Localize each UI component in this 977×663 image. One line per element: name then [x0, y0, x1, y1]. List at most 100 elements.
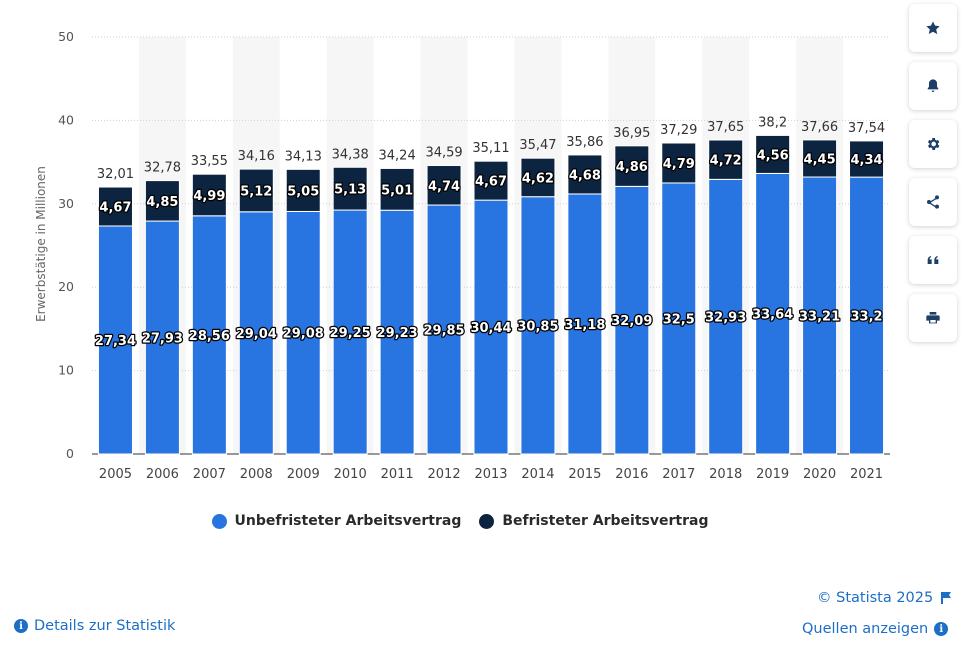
sources-label: Quellen anzeigen [802, 621, 929, 637]
legend-dot-befristet [479, 513, 495, 529]
print-button[interactable] [909, 294, 957, 342]
data-label-unbefristet: 32,93 [705, 311, 746, 326]
print-icon [926, 312, 940, 324]
x-axis-ticks: 2005 2006 2007 2008 2009 2010 2011 2012 2013 2014… [99, 467, 883, 482]
data-label-unbefristet: 29,04 [236, 327, 277, 342]
total-label: 34,16 [238, 149, 275, 164]
notification-button[interactable] [909, 62, 957, 110]
chart-toolbar [909, 4, 957, 342]
legend-item-befristet[interactable]: Befristeter Arbeitsvertrag [479, 513, 708, 529]
legend: Unbefristeter Arbeitsvertrag Befristeter… [0, 513, 920, 529]
data-label-unbefristet: 32,5 [663, 312, 695, 327]
total-label: 34,13 [285, 149, 322, 164]
x-tick-label: 2005 [99, 467, 132, 482]
data-label-unbefristet: 30,44 [470, 321, 511, 336]
data-label-unbefristet: 27,34 [95, 334, 136, 349]
data-label-unbefristet: 28,56 [189, 329, 230, 344]
share-icon [927, 195, 939, 209]
bars: 27,34 4,67 32,01 27,93 4,85 32,78 28,56 4,99 33,… [94, 115, 885, 455]
data-label-befristet: 4,67 [99, 201, 131, 216]
data-label-unbefristet: 32,09 [611, 314, 652, 329]
bar-befristet [755, 134, 791, 174]
x-tick-label: 2011 [381, 467, 414, 482]
total-label: 33,55 [191, 154, 228, 169]
data-label-befristet: 4,99 [193, 189, 225, 204]
cite-button[interactable] [909, 236, 957, 284]
bar-befristet [144, 180, 180, 222]
legend-dot-unbefristet [211, 513, 227, 529]
x-tick-label: 2009 [287, 467, 320, 482]
bar-unbefristet [191, 215, 227, 455]
data-label-befristet: 5,05 [287, 184, 319, 199]
data-label-unbefristet: 30,85 [517, 319, 558, 334]
bar-befristet [426, 165, 462, 206]
data-label-befristet: 5,12 [240, 184, 272, 199]
bar-befristet [614, 145, 650, 187]
x-tick-label: 2020 [803, 467, 836, 482]
copyright-text: © Statista 2025 [817, 590, 934, 606]
bar-unbefristet [285, 210, 321, 455]
total-label: 37,65 [707, 120, 744, 135]
bar-befristet [285, 168, 321, 212]
favorite-button[interactable] [909, 4, 957, 52]
bar-befristet [97, 186, 133, 227]
y-tick-label: 10 [58, 363, 74, 378]
total-label: 38,2 [758, 115, 787, 130]
bar-befristet [661, 142, 697, 184]
data-label-befristet: 5,13 [334, 183, 366, 198]
bar-unbefristet [426, 204, 462, 455]
bar-unbefristet [520, 196, 556, 455]
x-tick-label: 2013 [474, 467, 507, 482]
x-tick-label: 2021 [850, 467, 883, 482]
data-label-befristet: 5,01 [381, 183, 413, 198]
data-label-unbefristet: 33,21 [799, 310, 840, 325]
data-label-befristet: 4,62 [522, 171, 554, 186]
bar-unbefristet [97, 225, 133, 455]
x-tick-label: 2019 [756, 467, 789, 482]
legend-item-unbefristet[interactable]: Unbefristeter Arbeitsvertrag [211, 513, 461, 529]
legend-label-befristet: Befristeter Arbeitsvertrag [502, 513, 709, 529]
total-label: 35,11 [472, 141, 509, 156]
star-icon [926, 21, 940, 35]
share-button[interactable] [909, 178, 957, 226]
y-tick-label: 0 [66, 446, 74, 461]
copyright[interactable]: © Statista 2025 [817, 590, 952, 606]
y-axis-ticks: 0 10 20 30 40 50 [58, 29, 74, 461]
stacked-bar-chart: 0 10 20 30 40 50 27,34 4,67 32,01 27,93 4,85 32,78… [58, 29, 890, 482]
data-label-befristet: 4,67 [475, 175, 507, 190]
details-link[interactable]: i Details zur Statistik [14, 618, 175, 634]
data-label-befristet: 4,45 [804, 152, 836, 167]
bar-unbefristet [661, 182, 697, 455]
x-tick-label: 2010 [334, 467, 367, 482]
y-tick-label: 50 [58, 29, 74, 44]
x-tick-label: 2018 [709, 467, 742, 482]
data-label-befristet: 4,72 [710, 154, 742, 169]
total-label: 34,38 [332, 147, 369, 162]
bar-unbefristet [755, 172, 791, 455]
data-label-befristet: 4,56 [757, 148, 789, 163]
settings-button[interactable] [909, 120, 957, 168]
bar-befristet [849, 140, 885, 178]
data-label-unbefristet: 27,93 [142, 332, 183, 347]
data-label-befristet: 4,79 [663, 157, 695, 172]
bar-befristet [332, 166, 368, 211]
total-label: 37,54 [848, 121, 885, 136]
bar-unbefristet [708, 178, 744, 455]
bar-unbefristet [473, 199, 509, 455]
bar-unbefristet [567, 193, 603, 455]
x-tick-label: 2008 [240, 467, 273, 482]
total-label: 35,47 [519, 138, 556, 153]
total-label: 37,29 [660, 123, 697, 138]
data-label-befristet: 4,74 [428, 179, 460, 194]
total-label: 37,66 [801, 120, 838, 135]
bar-befristet [520, 157, 556, 198]
flag-icon [941, 592, 952, 604]
bar-befristet [379, 167, 415, 211]
data-label-unbefristet: 31,18 [564, 318, 605, 333]
sources-link[interactable]: Quellen anzeigen i [802, 621, 949, 637]
bar-befristet [238, 168, 274, 213]
details-label: Details zur Statistik [34, 618, 176, 634]
total-label: 36,95 [613, 126, 650, 141]
bar-befristet [473, 160, 509, 201]
x-tick-label: 2007 [193, 467, 226, 482]
